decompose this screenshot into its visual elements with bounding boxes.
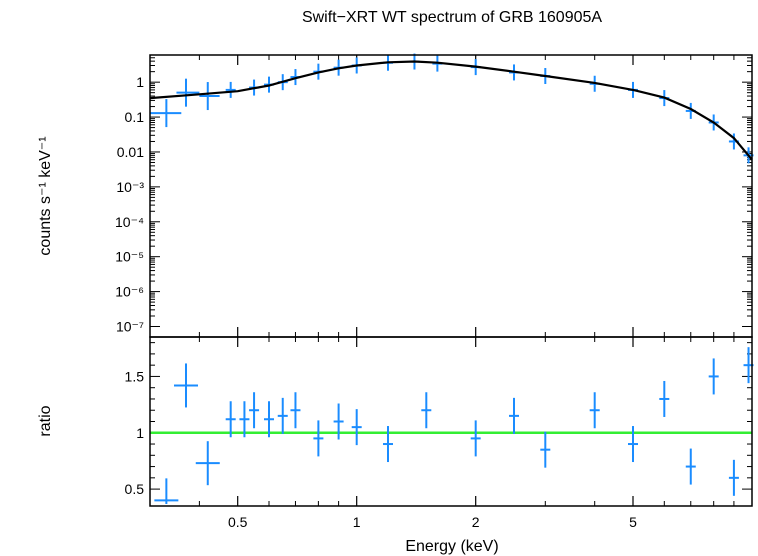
y-tick-label: 10⁻⁷ [116,318,144,334]
y-tick-label: 1 [136,74,144,90]
y-tick-label: 10⁻³ [116,179,144,195]
x-tick-label: 0.5 [228,514,248,530]
ratio-y-axis-label: ratio [37,405,54,436]
ratio-y-tick-label: 0.5 [125,481,145,497]
ratio-y-tick-label: 1 [136,425,144,441]
y-tick-label: 0.1 [125,109,145,125]
spectrum-panel: 1 0.1 0.01 10⁻³ 10⁻⁴ 10⁻⁵ 10⁻⁶ 10⁻⁷ [115,53,754,337]
y-tick-label: 10⁻⁵ [115,249,144,265]
model-line [149,60,753,161]
x-tick-label: 5 [629,514,637,530]
x-axis-label: Energy (keV) [405,538,498,555]
y-tick-label: 10⁻⁶ [115,284,144,300]
ratio-panel-frame [149,336,753,507]
ratio-panel: 0.5 1 2 5 1.5 1 0.5 [125,337,754,530]
y-tick-label: 10⁻⁴ [115,214,144,230]
y-tick-label: 0.01 [117,144,144,160]
spectrum-y-axis-label: counts s⁻¹ keV⁻¹ [37,136,54,255]
x-tick-label: 2 [472,514,480,530]
chart-title: Swift−XRT WT spectrum of GRB 160905A [302,9,602,26]
x-tick-label: 1 [353,514,361,530]
ratio-y-tick-label: 1.5 [125,368,145,384]
